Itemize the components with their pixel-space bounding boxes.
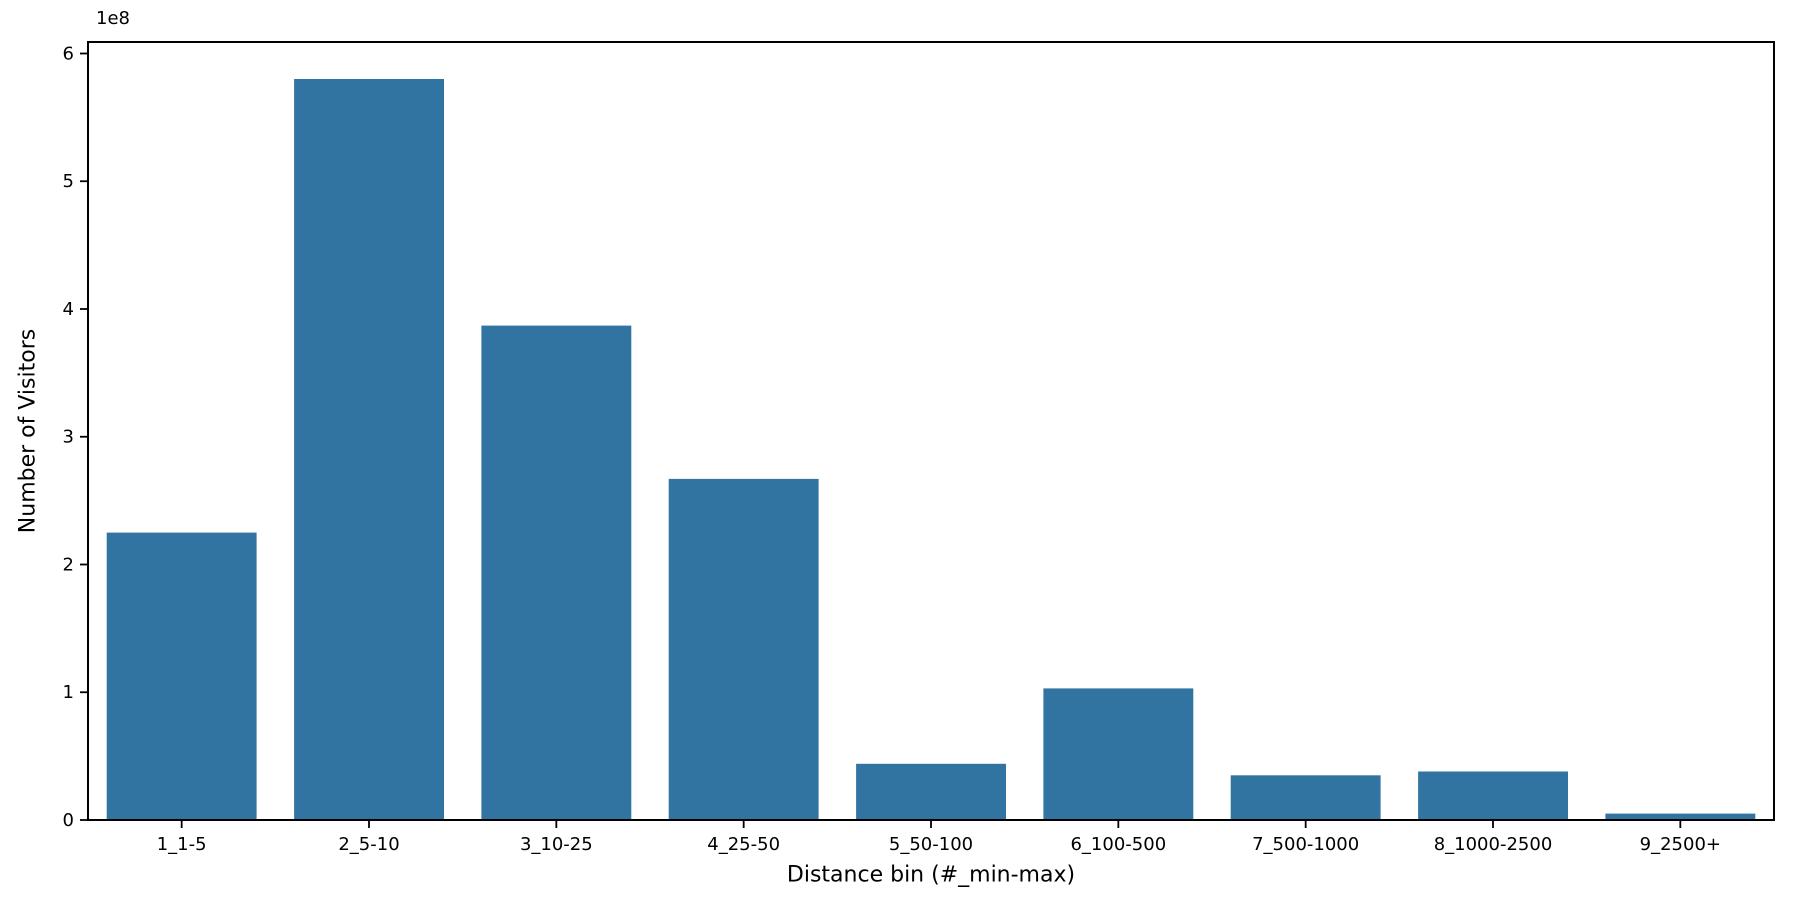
x-tick-label: 9_2500+ xyxy=(1640,834,1721,855)
bar-5_50-100 xyxy=(856,763,1006,820)
y-tick-label: 4 xyxy=(63,299,74,320)
y-tick-label: 1 xyxy=(63,682,74,703)
bar-6_100-500 xyxy=(1043,688,1194,820)
bar-8_1000-2500 xyxy=(1418,771,1568,820)
bar-7_500-1000 xyxy=(1230,775,1381,820)
y-axis-offset-text: 1e8 xyxy=(96,8,130,29)
bar-3_10-25 xyxy=(481,325,632,820)
bar-4_25-50 xyxy=(668,478,819,820)
x-tick-label: 3_10-25 xyxy=(520,834,593,855)
x-tick-label: 7_500-1000 xyxy=(1252,834,1359,855)
y-tick-label: 5 xyxy=(63,171,74,192)
x-tick-label: 2_5-10 xyxy=(338,834,399,855)
bar-2_5-10 xyxy=(294,79,444,820)
bar-9_2500+ xyxy=(1605,813,1756,820)
x-tick-label: 6_100-500 xyxy=(1070,834,1166,855)
y-tick-label: 6 xyxy=(63,43,74,64)
x-tick-label: 1_1-5 xyxy=(157,834,207,855)
y-axis-label: Number of Visitors xyxy=(15,328,41,534)
bar-1_1-5 xyxy=(106,532,257,820)
y-tick-label: 3 xyxy=(63,427,74,448)
x-tick-label: 5_50-100 xyxy=(889,834,973,855)
y-tick-label: 2 xyxy=(63,554,74,575)
x-tick-label: 8_1000-2500 xyxy=(1434,834,1553,855)
axes-frame xyxy=(87,41,1775,821)
x-axis-label: Distance bin (#_min-max) xyxy=(786,862,1076,888)
y-tick-label: 0 xyxy=(63,810,74,831)
x-tick-label: 4_25-50 xyxy=(707,834,780,855)
